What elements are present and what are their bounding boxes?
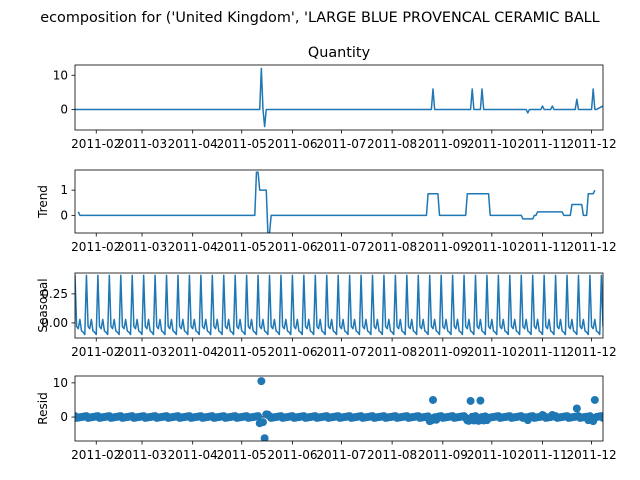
x-tick-label: 2011-02	[71, 448, 121, 462]
x-tick-label: 2011-09	[418, 137, 468, 151]
y-axis-label: Trend	[36, 185, 50, 219]
x-tick-label: 2011-12	[566, 448, 616, 462]
x-tick-label: 2011-08	[367, 240, 417, 254]
resid-point	[599, 413, 603, 422]
x-tick-label: 2011-04	[168, 137, 218, 151]
x-tick-label: 2011-09	[418, 345, 468, 359]
axes-frame	[74, 169, 604, 234]
axes-frame	[74, 64, 604, 131]
y-axis-label: Resid	[36, 392, 50, 424]
x-tick-label: 2011-06	[267, 345, 317, 359]
x-tick-label: 2011-11	[517, 448, 567, 462]
resid-point	[428, 395, 437, 404]
x-tick-label: 2011-04	[168, 240, 218, 254]
y-tick-label: 10	[53, 376, 68, 390]
plot-area	[75, 377, 603, 441]
x-tick-label: 2011-06	[267, 137, 317, 151]
x-tick-label: 2011-09	[418, 240, 468, 254]
trend-line	[77, 171, 596, 233]
x-tick-label: 2011-02	[71, 345, 121, 359]
x-tick-label: 2011-03	[117, 448, 167, 462]
y-tick-label: 0	[60, 410, 68, 424]
resid-point	[260, 434, 269, 441]
axes-frame	[74, 375, 604, 442]
plot-area	[75, 274, 603, 336]
x-tick-label: 2011-12	[566, 137, 616, 151]
x-tick-label: 2011-05	[217, 448, 267, 462]
x-tick-label: 2011-06	[267, 448, 317, 462]
x-tick-label: 2011-11	[517, 240, 567, 254]
x-tick-label: 2011-10	[467, 240, 517, 254]
quantity-line	[75, 67, 603, 128]
axes-frame	[74, 272, 604, 339]
x-tick-label: 2011-03	[117, 240, 167, 254]
y-tick-label: 0.00	[41, 316, 68, 330]
x-tick-label: 2011-08	[367, 448, 417, 462]
seasonal-line	[75, 274, 603, 336]
y-tick-label: 0.25	[41, 287, 68, 301]
x-tick-label: 2011-10	[467, 448, 517, 462]
panel-title: Quantity	[308, 45, 371, 61]
x-tick-label: 2011-07	[316, 345, 366, 359]
plot-area	[77, 171, 596, 233]
y-tick-label: 1	[60, 183, 68, 197]
x-tick-label: 2011-03	[117, 345, 167, 359]
x-tick-label: 2011-08	[367, 345, 417, 359]
y-axis-label: Seasonal	[36, 278, 50, 332]
resid-point	[258, 418, 267, 427]
x-tick-label: 2011-07	[316, 240, 366, 254]
resid-point	[590, 395, 599, 404]
resid-point	[257, 377, 266, 386]
x-tick-label: 2011-08	[367, 137, 417, 151]
x-tick-label: 2011-03	[117, 137, 167, 151]
x-tick-label: 2011-09	[418, 448, 468, 462]
resid-point	[466, 396, 475, 405]
y-tick-label: 0	[60, 102, 68, 116]
x-tick-label: 2011-10	[467, 345, 517, 359]
y-tick-label: 10	[53, 68, 68, 82]
x-tick-label: 2011-02	[71, 137, 121, 151]
x-tick-label: 2011-07	[316, 137, 366, 151]
x-tick-label: 2011-05	[217, 345, 267, 359]
x-tick-label: 2011-11	[517, 137, 567, 151]
plot-area	[75, 67, 603, 128]
x-tick-label: 2011-10	[467, 137, 517, 151]
x-tick-label: 2011-12	[566, 345, 616, 359]
x-tick-label: 2011-05	[217, 137, 267, 151]
resid-point	[572, 404, 581, 413]
x-tick-label: 2011-04	[168, 345, 218, 359]
x-tick-label: 2011-05	[217, 240, 267, 254]
y-tick-label: 0	[60, 208, 68, 222]
x-tick-label: 2011-11	[517, 345, 567, 359]
x-tick-label: 2011-12	[566, 240, 616, 254]
resid-point	[254, 412, 263, 421]
x-tick-label: 2011-02	[71, 240, 121, 254]
x-tick-label: 2011-07	[316, 448, 366, 462]
x-tick-label: 2011-06	[267, 240, 317, 254]
x-tick-label: 2011-04	[168, 448, 218, 462]
figure-title: ecomposition for ('United Kingdom', 'LAR…	[40, 10, 599, 26]
resid-point	[476, 396, 485, 405]
